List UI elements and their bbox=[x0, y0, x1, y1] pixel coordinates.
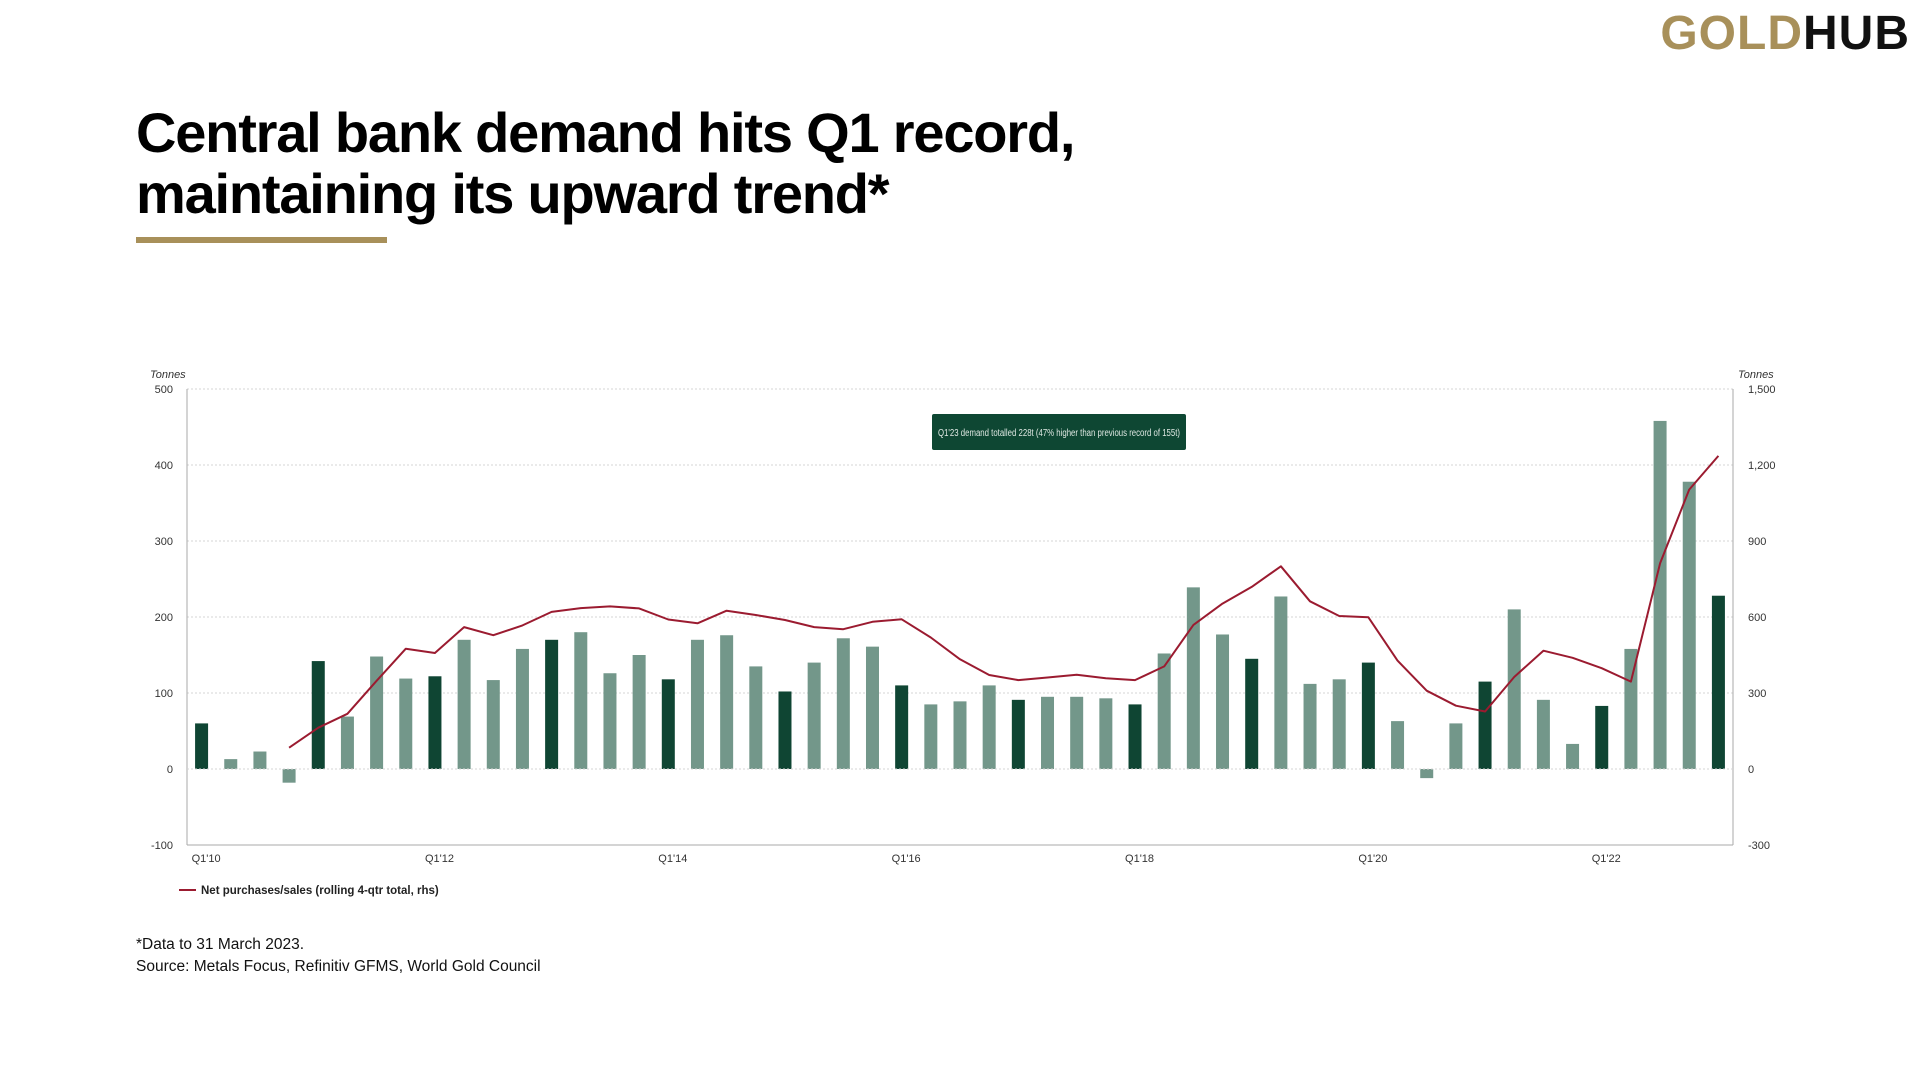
callout-box bbox=[932, 414, 1186, 450]
bar bbox=[1653, 420, 1667, 769]
bar bbox=[690, 639, 704, 769]
bar bbox=[311, 661, 325, 769]
bar bbox=[282, 769, 296, 783]
bar bbox=[720, 635, 734, 769]
bar bbox=[1624, 648, 1638, 769]
x-tick-label: Q1'12 bbox=[425, 853, 454, 865]
x-tick-label: Q1'10 bbox=[192, 853, 221, 865]
bar bbox=[1011, 699, 1025, 769]
x-tick-label: Q1'14 bbox=[658, 853, 687, 865]
bar bbox=[1478, 681, 1492, 769]
y-right-axis-title: Tonnes bbox=[1738, 369, 1774, 381]
goldhub-logo[interactable]: GOLDHUB bbox=[1660, 10, 1910, 58]
bar bbox=[253, 751, 267, 769]
data-note: *Data to 31 March 2023. bbox=[136, 936, 305, 953]
title-line-1: Central bank demand hits Q1 record, bbox=[136, 101, 1075, 164]
bar bbox=[224, 759, 238, 769]
bar bbox=[603, 673, 617, 769]
bar bbox=[1157, 653, 1171, 769]
bar bbox=[661, 679, 675, 769]
bar bbox=[399, 678, 413, 769]
y-left-tick-label: 100 bbox=[155, 688, 173, 700]
x-tick-label: Q1'18 bbox=[1125, 853, 1154, 865]
bar bbox=[924, 704, 938, 769]
bar bbox=[1274, 596, 1288, 769]
bar bbox=[1099, 698, 1113, 769]
bar bbox=[1361, 662, 1375, 769]
bar bbox=[836, 638, 850, 769]
bar bbox=[1536, 699, 1550, 769]
bar bbox=[574, 632, 588, 769]
bar bbox=[545, 639, 559, 769]
bar bbox=[1216, 634, 1230, 769]
bar bbox=[340, 716, 354, 769]
bar bbox=[1711, 595, 1725, 769]
axis-labels: 500 400 300 200 100 0 -100 1,500 1,200 900 600 300 0… bbox=[150, 369, 1776, 865]
bar bbox=[1449, 723, 1463, 769]
bar bbox=[486, 680, 500, 769]
bar bbox=[1566, 743, 1580, 769]
y-left-tick-label: 200 bbox=[155, 612, 173, 624]
bar bbox=[1070, 696, 1084, 769]
bar bbox=[865, 646, 879, 769]
bar bbox=[1303, 683, 1317, 769]
bar bbox=[457, 639, 471, 769]
bar bbox=[1420, 769, 1434, 779]
y-right-tick-label: 300 bbox=[1748, 688, 1766, 700]
annotation-callout: Q1'23 demand totalled 228t (47% higher t… bbox=[932, 414, 1186, 450]
y-left-tick-label: 300 bbox=[155, 536, 173, 548]
bar bbox=[195, 723, 209, 769]
bar bbox=[1332, 679, 1346, 769]
bar bbox=[1245, 658, 1259, 769]
bar bbox=[632, 655, 646, 769]
rolling-total-line bbox=[288, 455, 1720, 749]
bar bbox=[1391, 721, 1405, 769]
y-right-tick-label: 1,200 bbox=[1748, 460, 1776, 472]
bar bbox=[895, 685, 909, 769]
source-note: Source: Metals Focus, Refinitiv GFMS, Wo… bbox=[136, 958, 541, 975]
y-left-tick-label: -100 bbox=[151, 840, 173, 852]
bar-series bbox=[195, 420, 1725, 783]
page-title: Central bank demand hits Q1 record, main… bbox=[136, 101, 1075, 225]
bar bbox=[515, 648, 529, 769]
bar bbox=[1041, 696, 1055, 769]
title-line-2: maintaining its upward trend* bbox=[136, 162, 890, 225]
bar bbox=[982, 685, 996, 769]
footnotes: *Data to 31 March 2023. Source: Metals F… bbox=[136, 934, 541, 978]
title-underline bbox=[136, 237, 387, 243]
logo-hub-text: HUB bbox=[1803, 7, 1910, 60]
bar bbox=[1186, 587, 1200, 769]
bar bbox=[749, 666, 763, 769]
x-tick-label: Q1'20 bbox=[1358, 853, 1387, 865]
logo-gold-text: GOLD bbox=[1660, 7, 1803, 60]
line-series bbox=[288, 455, 1720, 749]
bar bbox=[778, 691, 792, 769]
chart-axes bbox=[186, 388, 1734, 846]
y-right-tick-label: 0 bbox=[1748, 764, 1754, 776]
bar bbox=[953, 701, 967, 769]
y-right-tick-label: 900 bbox=[1748, 536, 1766, 548]
bar bbox=[807, 662, 821, 769]
bar bbox=[1595, 705, 1609, 769]
y-left-tick-label: 500 bbox=[155, 384, 173, 396]
y-right-tick-label: -300 bbox=[1748, 840, 1770, 852]
x-tick-label: Q1'16 bbox=[892, 853, 921, 865]
y-left-tick-label: 0 bbox=[167, 764, 173, 776]
bar bbox=[428, 676, 442, 769]
chart-legend: Net purchases/sales (rolling 4-qtr total… bbox=[179, 885, 439, 897]
legend-label: Net purchases/sales (rolling 4-qtr total… bbox=[201, 885, 439, 897]
bar bbox=[1128, 704, 1142, 769]
y-right-tick-label: 1,500 bbox=[1748, 384, 1776, 396]
y-left-axis-title: Tonnes bbox=[150, 369, 186, 381]
bar bbox=[370, 656, 384, 769]
y-right-tick-label: 600 bbox=[1748, 612, 1766, 624]
x-tick-label: Q1'22 bbox=[1592, 853, 1621, 865]
y-left-tick-label: 400 bbox=[155, 460, 173, 472]
bar bbox=[1682, 481, 1696, 769]
bar bbox=[1507, 609, 1521, 769]
callout-text: Q1'23 demand totalled 228t (47% higher t… bbox=[938, 428, 1180, 439]
